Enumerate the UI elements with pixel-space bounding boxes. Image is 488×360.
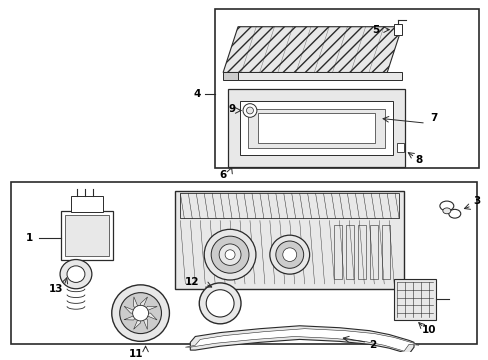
Polygon shape	[257, 113, 374, 143]
Text: 6: 6	[219, 170, 226, 180]
Bar	[180, 193, 398, 218]
Text: 5: 5	[372, 24, 379, 35]
Ellipse shape	[269, 235, 309, 274]
Bar	[382, 225, 389, 279]
Polygon shape	[185, 329, 418, 351]
Bar	[215, 9, 478, 168]
Ellipse shape	[219, 244, 241, 265]
Bar	[71, 196, 102, 212]
Bar	[393, 279, 435, 320]
Text: 2: 2	[368, 340, 376, 350]
Ellipse shape	[439, 201, 453, 211]
Ellipse shape	[224, 250, 235, 260]
Ellipse shape	[204, 229, 255, 280]
Ellipse shape	[442, 208, 450, 214]
Polygon shape	[223, 27, 401, 72]
Bar	[334, 225, 342, 279]
Polygon shape	[141, 297, 147, 313]
Bar	[358, 225, 366, 279]
Bar	[369, 225, 377, 279]
Bar	[175, 192, 403, 289]
Ellipse shape	[120, 293, 161, 334]
Ellipse shape	[211, 236, 248, 273]
Text: 3: 3	[472, 196, 479, 206]
Bar	[393, 24, 401, 36]
Polygon shape	[190, 326, 413, 354]
Ellipse shape	[282, 248, 296, 261]
Bar	[61, 211, 113, 260]
Polygon shape	[223, 72, 238, 80]
Polygon shape	[124, 313, 141, 320]
Ellipse shape	[112, 285, 169, 341]
Text: 9: 9	[228, 104, 235, 113]
Polygon shape	[141, 313, 147, 329]
Bar	[11, 181, 476, 344]
Ellipse shape	[60, 260, 92, 289]
Polygon shape	[141, 306, 157, 313]
Ellipse shape	[448, 210, 460, 218]
Bar	[240, 101, 392, 155]
Bar	[346, 225, 354, 279]
Text: 11: 11	[128, 349, 142, 359]
Text: 10: 10	[421, 325, 435, 335]
Ellipse shape	[243, 104, 256, 117]
Text: 7: 7	[429, 113, 437, 123]
Polygon shape	[124, 306, 141, 313]
Ellipse shape	[275, 241, 303, 268]
Polygon shape	[133, 297, 141, 313]
Bar	[247, 109, 385, 148]
Ellipse shape	[132, 305, 148, 321]
Text: 13: 13	[49, 284, 63, 294]
Ellipse shape	[67, 266, 85, 283]
Polygon shape	[238, 72, 401, 80]
Bar	[227, 89, 404, 167]
Ellipse shape	[246, 107, 253, 114]
Text: 8: 8	[414, 155, 422, 165]
Text: 12: 12	[184, 277, 199, 287]
Ellipse shape	[206, 290, 234, 317]
Polygon shape	[141, 313, 157, 320]
Text: 4: 4	[193, 89, 201, 99]
Bar	[396, 143, 403, 152]
Ellipse shape	[199, 283, 241, 324]
Bar	[65, 215, 108, 256]
Polygon shape	[133, 313, 141, 329]
Text: 1: 1	[25, 233, 33, 243]
